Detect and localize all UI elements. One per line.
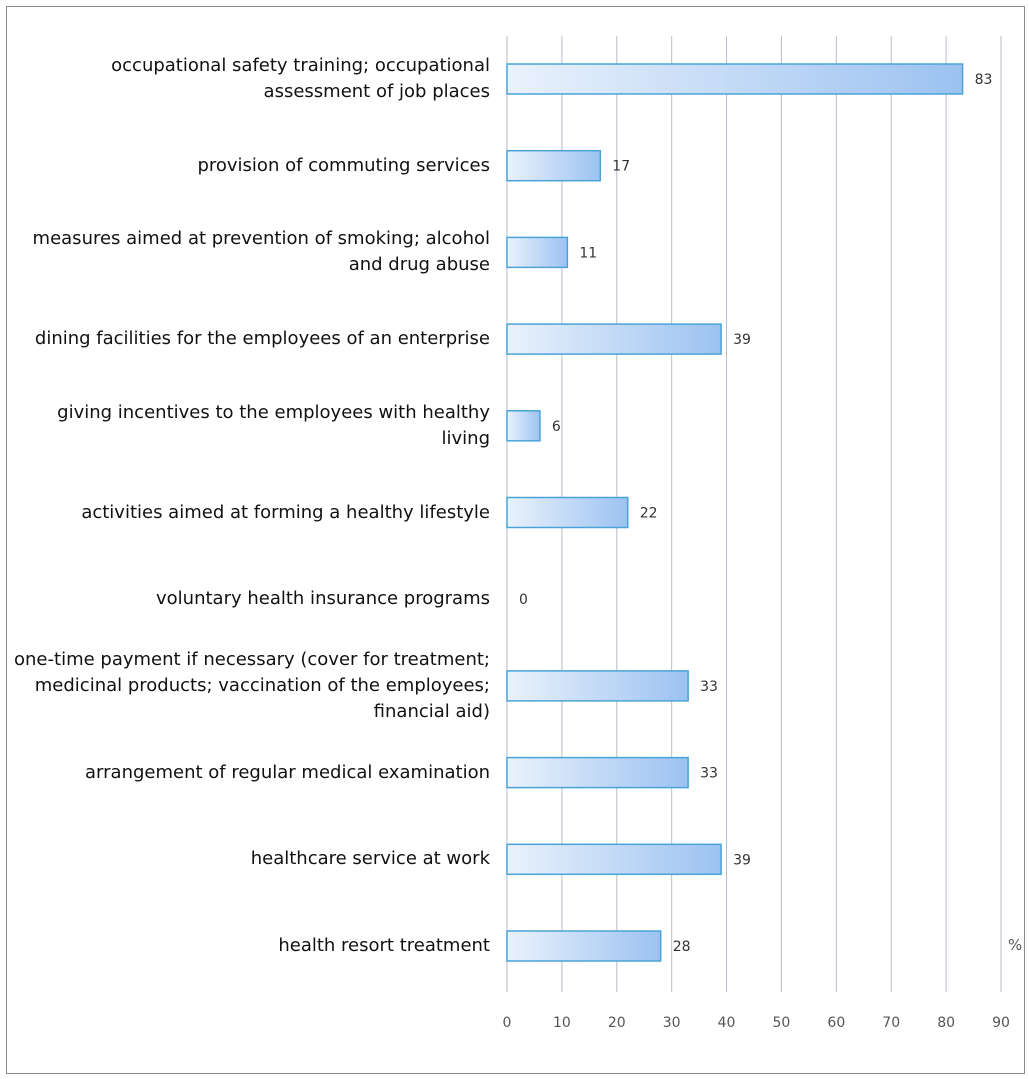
data-label: 39 [733,332,751,348]
x-tick-label: 80 [937,1015,955,1031]
x-tick-label: 60 [827,1015,845,1031]
data-label: 22 [640,506,658,522]
bar [506,149,602,182]
data-label: 83 [975,72,993,88]
data-label: 39 [733,852,751,868]
data-label: 6 [552,419,561,435]
category-label: provision of commuting services [197,154,490,176]
x-tick-label: 40 [718,1015,736,1031]
chart-frame [6,6,1025,1074]
data-label: 0 [519,592,528,608]
data-label: 11 [579,245,597,261]
x-tick-label: 10 [553,1015,571,1031]
category-label: voluntary health insurance programs [156,588,490,610]
category-label: giving incentives to the employees with … [57,401,490,449]
x-tick-label: 90 [992,1015,1010,1031]
category-label: health resort treatment [278,935,490,956]
category-label: healthcare service at work [250,848,490,870]
category-label: dining facilities for the employees of a… [34,328,490,350]
bar [506,843,722,876]
category-label: occupational safety training; occupation… [111,55,490,102]
category-label: measures aimed at prevention of smoking;… [32,228,490,276]
x-tick-label: 30 [663,1015,681,1031]
bar [506,63,964,95]
category-label: activities aimed at forming a healthy li… [81,501,490,523]
x-tick-label: 70 [882,1015,900,1031]
category-label: one-time payment if necessary (cover for… [14,648,490,722]
bar [506,236,569,269]
bar [506,756,689,789]
x-tick-label: 20 [608,1015,626,1031]
bar [506,930,662,962]
data-label: 17 [612,159,630,175]
data-label: 33 [700,766,718,782]
bar [506,670,689,702]
data-label: 28 [673,939,691,955]
bar [506,496,629,529]
x-tick-label: 50 [773,1015,791,1031]
x-tick-label: 0 [503,1015,512,1031]
bar [506,323,722,355]
data-label: 33 [700,679,718,695]
category-label: arrangement of regular medical examinati… [85,761,490,783]
bar [506,410,541,442]
unit-label: % [1008,936,1022,954]
